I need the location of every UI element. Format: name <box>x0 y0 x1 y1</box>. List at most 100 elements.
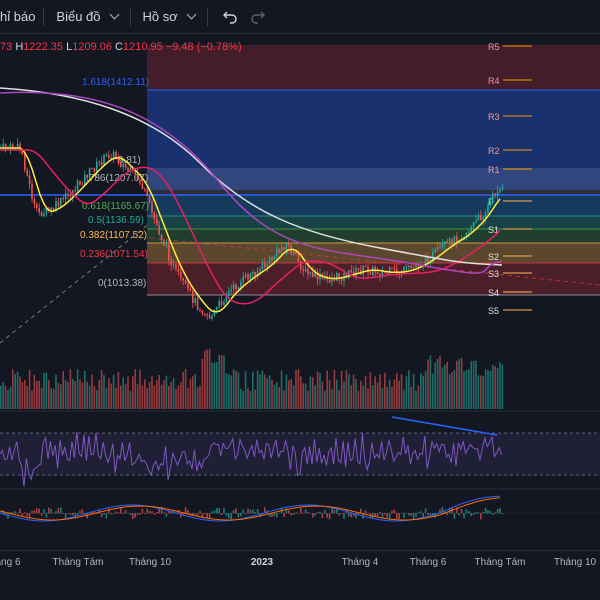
macd-bar <box>482 512 484 514</box>
volume-bar <box>388 379 391 409</box>
macd-bar <box>424 508 427 514</box>
candle-body <box>103 154 105 166</box>
price-chart[interactable]: 1.618(1412.11) .786(1207.07) 0.618(1165.67… <box>0 33 600 583</box>
redo-icon <box>251 11 265 24</box>
candle-body <box>7 148 9 150</box>
pivot-label: S3 <box>488 269 499 279</box>
macd-bar <box>136 513 139 515</box>
volume-bar <box>201 359 204 409</box>
volume-bar <box>333 369 336 409</box>
candle-body <box>208 315 211 319</box>
volume-bar <box>249 390 252 409</box>
redo-button[interactable] <box>244 0 272 33</box>
volume-bar <box>376 382 379 409</box>
volume-bar <box>345 370 348 409</box>
candle-body <box>482 218 484 221</box>
volume-bar <box>412 373 415 409</box>
chart-menu-button[interactable]: Biểu đồ <box>44 0 129 33</box>
macd-bar <box>225 513 228 517</box>
candle-body <box>79 181 81 185</box>
macd-bar <box>160 507 163 514</box>
macd-bar <box>326 513 328 518</box>
candle-body <box>213 309 216 316</box>
macd-bar <box>309 513 312 514</box>
macd-bar <box>153 513 156 515</box>
candle-body <box>292 252 295 254</box>
candle-body <box>14 148 16 150</box>
time-label: Tháng Tám <box>474 557 526 568</box>
candle-body <box>357 268 360 270</box>
volume-bar <box>352 374 355 409</box>
macd-bar <box>328 513 331 520</box>
macd-bar <box>148 510 151 514</box>
volume-bar <box>292 385 295 409</box>
macd-bar <box>374 513 376 517</box>
macd-bar <box>194 513 196 515</box>
macd-bar <box>33 510 36 514</box>
volume-bar <box>206 349 208 409</box>
candle-body <box>448 238 451 242</box>
volume-bar <box>456 360 458 409</box>
volume-bar <box>177 385 180 409</box>
candle-body <box>314 271 316 277</box>
volume-bar <box>336 379 338 409</box>
ma-white-line <box>0 87 503 266</box>
volume-bar <box>72 378 74 409</box>
macd-bar <box>72 513 74 516</box>
undo-button[interactable] <box>216 0 244 33</box>
macd-bar <box>290 513 292 516</box>
volume-bar <box>16 371 19 409</box>
macd-bar <box>141 508 144 514</box>
volume-bar <box>487 370 489 409</box>
candle-body <box>336 272 338 281</box>
macd-bar <box>14 511 16 514</box>
volume-bar <box>148 381 151 409</box>
volume-bar <box>242 390 244 409</box>
volume-bar <box>182 371 184 409</box>
candle-body <box>36 204 38 208</box>
pivot-label: R4 <box>488 76 500 86</box>
toolbar-divider <box>206 7 208 26</box>
candle-body <box>410 265 412 269</box>
volume-bar <box>266 378 268 409</box>
macd-bar <box>112 513 115 514</box>
volume-bar <box>180 382 182 409</box>
volume-bar <box>223 355 225 409</box>
volume-bar <box>364 376 367 409</box>
volume-bar <box>40 387 43 409</box>
volume-bar <box>460 357 463 409</box>
macd-bar <box>386 513 388 518</box>
candle-body <box>501 187 504 190</box>
macd-bar <box>247 508 249 514</box>
volume-bar <box>381 388 384 409</box>
candle-body <box>57 201 60 207</box>
macd-bar <box>103 513 105 515</box>
rsi-line <box>0 431 503 487</box>
macd-bar <box>249 509 252 514</box>
volume-bar <box>439 355 441 409</box>
volume-bar <box>372 385 374 409</box>
volume-bar <box>501 364 504 409</box>
candle-body <box>2 143 4 148</box>
indicators-button[interactable]: hỉ báo <box>0 0 43 33</box>
ohlc-legend: 73 H1222.35 L1209.06 C1210.95 −9.48 (−0.… <box>0 41 242 53</box>
macd-bar <box>57 507 60 514</box>
macd-bar <box>393 509 396 514</box>
macd-bar <box>348 513 350 517</box>
volume-bar <box>312 377 314 409</box>
profile-menu-button[interactable]: Hồ sơ <box>131 0 207 33</box>
macd-bar <box>324 510 326 514</box>
candle-body <box>376 272 379 275</box>
volume-bar <box>132 376 134 409</box>
volume-bar <box>120 385 122 409</box>
candle-body <box>367 267 369 273</box>
volume-bar <box>151 376 153 409</box>
volume-bar <box>57 383 60 409</box>
macd-bar <box>321 513 324 519</box>
macd-bar <box>151 511 153 514</box>
volume-bar <box>398 380 400 409</box>
time-axis[interactable]: áng 6 Tháng Tám Tháng 10 2023 Tháng 4 Th… <box>0 550 600 573</box>
volume-bar <box>115 387 117 409</box>
candle-body <box>21 149 24 155</box>
candle-body <box>43 213 45 217</box>
